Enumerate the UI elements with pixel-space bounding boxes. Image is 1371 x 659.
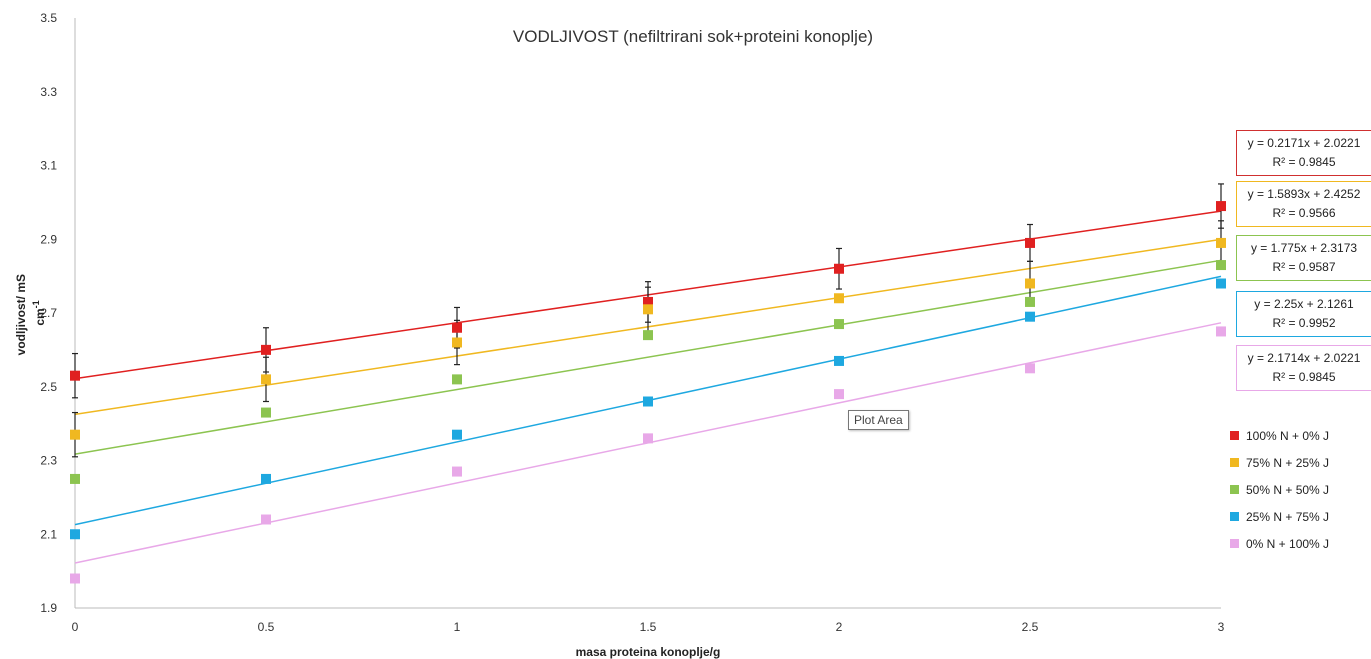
data-point[interactable] xyxy=(643,296,653,307)
x-tick-label: 0.5 xyxy=(258,620,275,634)
data-point[interactable] xyxy=(1216,326,1226,337)
data-point[interactable] xyxy=(452,322,462,333)
legend-label: 100% N + 0% J xyxy=(1246,429,1330,443)
legend-swatch xyxy=(1230,485,1239,494)
y-axis-title-exp: -1 xyxy=(31,300,41,308)
y-tick-label: 3.1 xyxy=(40,159,57,173)
data-point[interactable] xyxy=(1216,237,1226,248)
trendline-equation: y = 0.2171x + 2.0221 xyxy=(1247,136,1361,150)
y-tick-label: 1.9 xyxy=(40,601,57,615)
legend-label: 75% N + 25% J xyxy=(1246,456,1330,470)
data-point[interactable] xyxy=(261,374,271,385)
data-point[interactable] xyxy=(643,433,653,444)
data-point[interactable] xyxy=(834,355,844,366)
data-point[interactable] xyxy=(70,429,80,440)
data-point[interactable] xyxy=(70,473,80,484)
data-point[interactable] xyxy=(1025,278,1035,289)
legend-swatch xyxy=(1230,458,1239,467)
data-point[interactable] xyxy=(70,370,80,381)
y-tick-label: 2.5 xyxy=(40,380,57,394)
trendline-equation: y = 1.775x + 2.3173 xyxy=(1250,241,1358,255)
trendline-r2: R² = 0.9587 xyxy=(1272,260,1336,274)
y-tick-label: 3.3 xyxy=(40,85,57,99)
data-point[interactable] xyxy=(1025,237,1035,248)
legend-label: 0% N + 100% J xyxy=(1246,537,1330,551)
y-axis-title-unit: cm xyxy=(33,308,47,325)
trendline-equation: y = 1.5893x + 2.4252 xyxy=(1247,187,1361,201)
y-tick-label: 2.9 xyxy=(40,232,57,246)
legend-swatch xyxy=(1230,512,1239,521)
legend-swatch xyxy=(1230,539,1239,548)
legend-swatch xyxy=(1230,431,1239,440)
data-point[interactable] xyxy=(643,304,653,315)
trendline-label-2[interactable]: y = 1.5893x + 2.4252 R² = 0.9566 xyxy=(1236,181,1371,227)
data-point[interactable] xyxy=(1025,311,1035,322)
data-point[interactable] xyxy=(70,529,80,540)
y-tick-label: 3.5 xyxy=(40,11,57,25)
x-axis-title: masa proteina konoplje/g xyxy=(576,645,721,659)
y-tick-label: 2.3 xyxy=(40,454,57,468)
data-point[interactable] xyxy=(834,293,844,304)
data-point[interactable] xyxy=(452,466,462,477)
legend-label: 25% N + 75% J xyxy=(1246,510,1330,524)
y-axis-title-main: vodljivost/ mS xyxy=(14,274,28,355)
data-point[interactable] xyxy=(261,514,271,525)
data-point[interactable] xyxy=(1025,296,1035,307)
trendline-r2: R² = 0.9566 xyxy=(1272,206,1336,220)
data-point[interactable] xyxy=(834,263,844,274)
trendline-label-4[interactable]: y = 2.25x + 2.1261 R² = 0.9952 xyxy=(1236,291,1371,337)
trendline-equation: y = 2.25x + 2.1261 xyxy=(1254,297,1354,311)
data-point[interactable] xyxy=(643,330,653,341)
trendline-equation: y = 2.1714x + 2.0221 xyxy=(1247,351,1361,365)
data-point[interactable] xyxy=(1216,201,1226,212)
data-point[interactable] xyxy=(1025,363,1035,374)
x-tick-label: 2 xyxy=(836,620,843,634)
data-point[interactable] xyxy=(261,407,271,418)
data-point[interactable] xyxy=(261,344,271,355)
data-point[interactable] xyxy=(452,337,462,348)
legend-label: 50% N + 50% J xyxy=(1246,483,1330,497)
data-point[interactable] xyxy=(261,473,271,484)
data-point[interactable] xyxy=(452,429,462,440)
y-axis-title: vodljivost/ mS cm-1 xyxy=(14,271,47,356)
data-point[interactable] xyxy=(834,389,844,400)
data-point[interactable] xyxy=(70,573,80,584)
chart-title: VODLJIVOST (nefiltrirani sok+proteini ko… xyxy=(513,27,873,46)
x-tick-label: 3 xyxy=(1218,620,1225,634)
trendline-label-5[interactable]: y = 2.1714x + 2.0221 R² = 0.9845 xyxy=(1236,345,1371,391)
trendline-r2: R² = 0.9845 xyxy=(1272,370,1336,384)
y-tick-label: 2.7 xyxy=(40,306,57,320)
data-point[interactable] xyxy=(1216,278,1226,289)
trendline-label-1[interactable]: y = 0.2171x + 2.0221 R² = 0.9845 xyxy=(1236,130,1371,176)
trendline-r2: R² = 0.9845 xyxy=(1272,155,1336,169)
data-point[interactable] xyxy=(452,374,462,385)
data-point[interactable] xyxy=(643,396,653,407)
x-tick-label: 2.5 xyxy=(1022,620,1039,634)
trendline-r2: R² = 0.9952 xyxy=(1272,316,1336,330)
data-point[interactable] xyxy=(1216,260,1226,271)
y-tick-label: 2.1 xyxy=(40,527,57,541)
data-point[interactable] xyxy=(834,319,844,330)
x-tick-label: 1 xyxy=(454,620,461,634)
trendline-label-3[interactable]: y = 1.775x + 2.3173 R² = 0.9587 xyxy=(1236,235,1371,281)
plot-area-tooltip: Plot Area xyxy=(848,410,909,430)
x-tick-label: 0 xyxy=(72,620,79,634)
x-tick-label: 1.5 xyxy=(640,620,657,634)
